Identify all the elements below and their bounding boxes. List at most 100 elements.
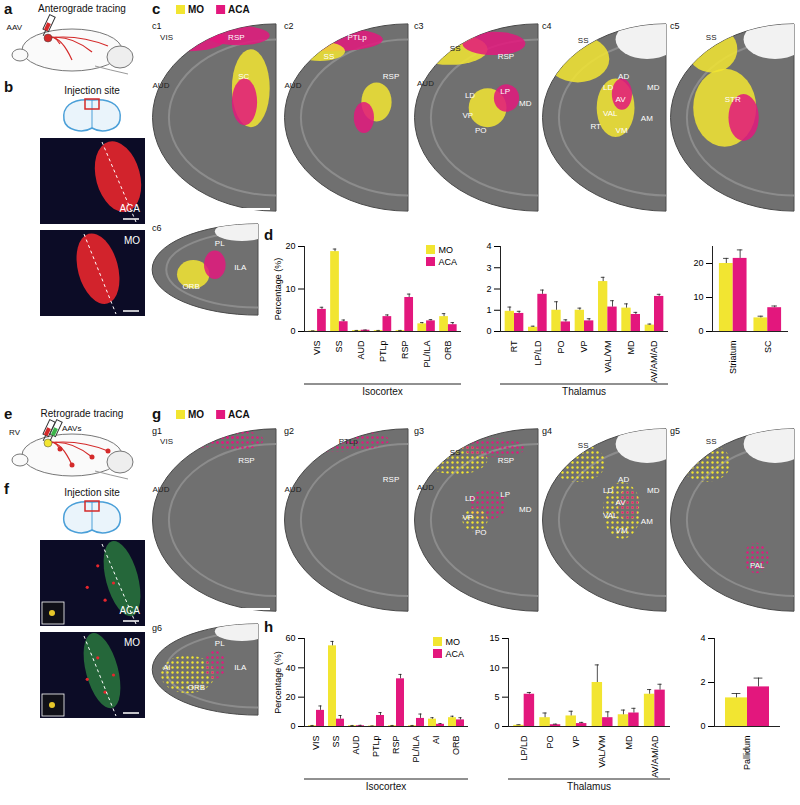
svg-text:AUD: AUD <box>153 485 170 494</box>
svg-text:3: 3 <box>486 263 491 273</box>
svg-text:SS: SS <box>578 36 589 45</box>
svg-text:c2: c2 <box>284 21 294 31</box>
svg-text:PTLp: PTLp <box>371 736 381 758</box>
svg-text:0: 0 <box>486 326 491 336</box>
svg-text:AI: AI <box>431 736 441 745</box>
svg-text:PL/ILA: PL/ILA <box>421 341 431 368</box>
svg-text:AV: AV <box>616 498 627 507</box>
svg-text:MO: MO <box>124 235 140 246</box>
svg-text:AV: AV <box>616 95 627 104</box>
svg-text:AUD: AUD <box>417 483 434 492</box>
svg-text:AAV: AAV <box>7 23 23 32</box>
svg-text:VP: VP <box>579 341 589 353</box>
svg-text:15: 15 <box>489 633 499 643</box>
svg-text:d: d <box>264 226 273 243</box>
svg-text:h: h <box>264 618 273 635</box>
svg-text:5: 5 <box>494 692 499 702</box>
svg-text:LP: LP <box>500 490 510 499</box>
svg-text:VIS: VIS <box>160 33 173 42</box>
svg-text:PO: PO <box>475 528 487 537</box>
svg-text:AUD: AUD <box>351 735 361 755</box>
svg-text:c: c <box>152 0 160 17</box>
svg-text:PL: PL <box>215 639 225 648</box>
svg-text:ORB: ORB <box>182 282 199 291</box>
svg-text:MD: MD <box>647 486 660 495</box>
svg-text:c5: c5 <box>670 21 680 31</box>
svg-text:AM: AM <box>641 517 653 526</box>
svg-text:SC: SC <box>238 72 249 81</box>
svg-text:AV/AM/AD: AV/AM/AD <box>649 340 659 383</box>
svg-text:ACA: ACA <box>228 4 250 15</box>
svg-text:SS: SS <box>324 52 335 61</box>
svg-text:AI: AI <box>163 663 171 672</box>
svg-text:PO: PO <box>475 126 487 135</box>
svg-text:SC: SC <box>763 340 773 353</box>
svg-text:0: 0 <box>698 326 703 336</box>
svg-text:MD: MD <box>519 505 532 514</box>
svg-text:4: 4 <box>700 633 705 643</box>
svg-text:g3: g3 <box>414 426 424 436</box>
svg-text:AAVs: AAVs <box>62 424 81 433</box>
svg-text:VAL: VAL <box>603 109 618 118</box>
svg-text:f: f <box>4 480 10 497</box>
svg-text:SS: SS <box>450 44 461 53</box>
svg-text:10: 10 <box>693 292 703 302</box>
svg-text:RSP: RSP <box>383 475 399 484</box>
svg-text:VIS: VIS <box>311 736 321 751</box>
svg-text:AUD: AUD <box>285 485 302 494</box>
svg-text:LD: LD <box>603 486 613 495</box>
svg-text:RSP: RSP <box>498 52 514 61</box>
svg-text:ORB: ORB <box>451 736 461 756</box>
svg-text:ORB: ORB <box>443 341 453 361</box>
svg-text:LD: LD <box>465 91 475 100</box>
svg-text:0: 0 <box>290 721 295 731</box>
svg-text:1: 1 <box>486 305 491 315</box>
svg-text:0: 0 <box>700 721 705 731</box>
svg-text:MD: MD <box>626 340 636 354</box>
svg-text:MO: MO <box>188 409 204 420</box>
svg-text:20: 20 <box>285 692 295 702</box>
svg-text:b: b <box>4 78 13 95</box>
svg-text:PL: PL <box>215 239 225 248</box>
svg-text:AUD: AUD <box>417 79 434 88</box>
svg-text:40: 40 <box>285 663 295 673</box>
svg-text:MD: MD <box>519 99 532 108</box>
svg-text:VM: VM <box>616 126 628 135</box>
svg-text:Percentage (%): Percentage (%) <box>273 651 283 714</box>
svg-text:PO: PO <box>545 736 555 749</box>
svg-text:Pallidum: Pallidum <box>742 736 752 771</box>
svg-text:MD: MD <box>624 735 634 749</box>
svg-text:VIS: VIS <box>160 437 173 446</box>
svg-text:PO: PO <box>556 341 566 354</box>
svg-text:VIS: VIS <box>312 341 322 356</box>
svg-text:SS: SS <box>450 448 461 457</box>
svg-text:c6: c6 <box>152 223 162 233</box>
svg-text:SS: SS <box>334 341 344 353</box>
svg-text:RSP: RSP <box>391 736 401 755</box>
svg-text:AUD: AUD <box>285 81 302 90</box>
svg-text:MO: MO <box>124 637 140 648</box>
svg-text:AV/AM/AD: AV/AM/AD <box>650 735 660 778</box>
svg-text:e: e <box>4 405 12 422</box>
svg-text:2: 2 <box>700 677 705 687</box>
svg-text:ACA: ACA <box>119 605 140 616</box>
svg-text:ILA: ILA <box>234 263 247 272</box>
svg-text:AUD: AUD <box>153 81 170 90</box>
svg-text:PL/ILA: PL/ILA <box>411 736 421 763</box>
svg-text:LD: LD <box>465 494 475 503</box>
svg-text:RSP: RSP <box>498 456 514 465</box>
svg-text:10: 10 <box>489 663 499 673</box>
svg-text:Thalamus: Thalamus <box>562 386 606 397</box>
svg-text:SS: SS <box>331 736 341 748</box>
svg-text:RSP: RSP <box>238 456 254 465</box>
svg-text:LP/LD: LP/LD <box>533 340 543 366</box>
svg-text:60: 60 <box>285 633 295 643</box>
svg-text:STR: STR <box>725 95 741 104</box>
svg-text:ACA: ACA <box>228 409 250 420</box>
svg-text:c1: c1 <box>152 21 162 31</box>
svg-text:PTLp: PTLp <box>378 341 388 363</box>
svg-text:MD: MD <box>647 83 660 92</box>
svg-text:g: g <box>152 405 161 422</box>
svg-text:AM: AM <box>641 114 653 123</box>
svg-text:g2: g2 <box>284 426 294 436</box>
